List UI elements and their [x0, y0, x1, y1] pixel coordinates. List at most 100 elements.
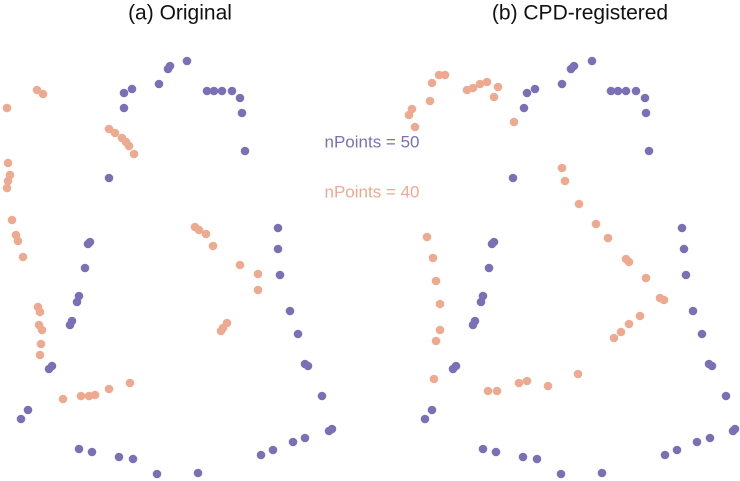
point [16, 414, 26, 424]
point [285, 306, 295, 316]
point [193, 468, 203, 478]
point [483, 386, 493, 396]
point [72, 297, 82, 307]
point [522, 88, 532, 98]
point [76, 391, 86, 401]
point [697, 329, 707, 339]
point [317, 391, 327, 401]
point [603, 233, 613, 243]
point [119, 88, 129, 98]
point [616, 327, 626, 337]
point [431, 336, 441, 346]
point [434, 70, 444, 80]
point [152, 469, 162, 479]
point [468, 83, 478, 93]
point [83, 239, 93, 249]
point [514, 378, 524, 388]
point [660, 450, 670, 460]
point [492, 386, 502, 396]
point [87, 447, 97, 457]
point [114, 452, 124, 462]
point [256, 450, 266, 460]
point [659, 295, 669, 305]
point [410, 122, 420, 132]
point [110, 128, 120, 138]
point [640, 93, 650, 103]
point [591, 219, 601, 229]
point [532, 454, 542, 464]
point [38, 89, 48, 99]
point [65, 320, 75, 330]
point [557, 79, 567, 89]
point [3, 176, 13, 186]
point [119, 103, 129, 113]
point [425, 96, 435, 106]
point [90, 390, 100, 400]
point [587, 56, 597, 66]
point [23, 405, 33, 415]
point [36, 339, 46, 349]
point [13, 236, 23, 246]
point [624, 319, 634, 329]
point [268, 445, 278, 455]
point [128, 454, 138, 464]
point [44, 364, 54, 374]
point [125, 378, 135, 388]
point [641, 108, 651, 118]
point [104, 173, 114, 183]
point [429, 374, 439, 384]
point [574, 199, 584, 209]
point [431, 276, 441, 286]
point [557, 163, 567, 173]
point [253, 269, 263, 279]
point [194, 225, 204, 235]
point [37, 325, 47, 335]
point [491, 447, 501, 457]
point [300, 359, 310, 369]
point [566, 64, 576, 74]
point [621, 86, 631, 96]
point [240, 146, 250, 156]
point [482, 77, 492, 87]
point [522, 376, 532, 386]
point [677, 223, 687, 233]
point [560, 176, 570, 186]
legend-entry: nPoints = 50 [325, 132, 420, 151]
point [692, 437, 702, 447]
point [427, 405, 437, 415]
point [487, 239, 497, 249]
point [182, 56, 192, 66]
point [7, 215, 17, 225]
point [201, 229, 211, 239]
point [80, 263, 90, 273]
point [216, 326, 226, 336]
point [202, 86, 212, 96]
point [2, 183, 12, 193]
point [74, 444, 84, 454]
point [427, 78, 437, 88]
point [609, 333, 619, 343]
point [209, 86, 219, 96]
point [641, 273, 651, 283]
point [163, 64, 173, 74]
point [273, 223, 283, 233]
point [597, 468, 607, 478]
point [208, 241, 218, 251]
point [422, 232, 432, 242]
point [606, 86, 616, 96]
point [543, 381, 553, 391]
point [631, 86, 641, 96]
point [227, 86, 237, 96]
point [253, 285, 263, 295]
point [681, 270, 691, 280]
point [293, 329, 303, 339]
point [127, 84, 137, 94]
point [476, 297, 486, 307]
point [124, 141, 134, 151]
point [2, 103, 12, 113]
point [679, 244, 689, 254]
point [573, 369, 583, 379]
point [448, 364, 458, 374]
point [468, 320, 478, 330]
point [721, 391, 731, 401]
